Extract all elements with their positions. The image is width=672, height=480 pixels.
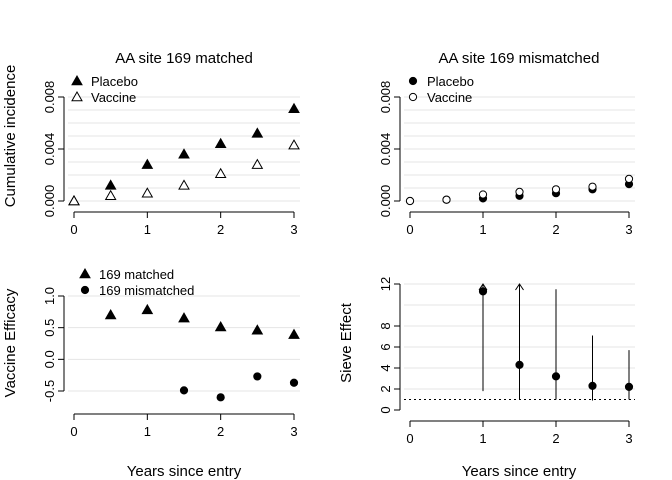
data-point xyxy=(478,287,488,296)
data-point xyxy=(442,195,451,204)
x-tick-label: 1 xyxy=(479,222,486,237)
legend-label: Placebo xyxy=(91,74,138,89)
y-tick-label: -0.5 xyxy=(42,380,57,402)
y-tick-label: 0.5 xyxy=(42,319,57,337)
data-point xyxy=(141,158,154,169)
data-point xyxy=(588,182,597,191)
y-tick-label: 1.0 xyxy=(42,287,57,305)
y-tick-label: 0.008 xyxy=(42,81,57,114)
data-point xyxy=(288,102,300,113)
data-point xyxy=(288,139,300,150)
data-point xyxy=(104,189,117,201)
y-tick-label: 0.000 xyxy=(42,185,57,218)
legend-marker xyxy=(71,90,83,102)
x-tick-label: 2 xyxy=(217,424,224,439)
x-tick-label: 0 xyxy=(406,431,413,446)
data-point xyxy=(288,328,300,339)
data-point xyxy=(551,185,561,194)
x-tick-label: 0 xyxy=(70,424,77,439)
x-tick-label: 3 xyxy=(290,424,297,439)
y-axis-title-bottom-left: Vaccine Efficacy xyxy=(2,288,19,397)
data-point xyxy=(515,187,524,196)
x-tick-label: 1 xyxy=(144,424,151,439)
data-point xyxy=(141,187,154,198)
data-point xyxy=(624,382,634,391)
y-axis-title-bottom-right: Sieve Effect xyxy=(338,302,355,383)
data-point xyxy=(178,179,190,190)
x-tick-label: 1 xyxy=(144,222,151,237)
y-tick-label: 0.004 xyxy=(42,133,57,166)
ci-arrow xyxy=(478,283,488,291)
y-tick-label: 0.004 xyxy=(378,133,393,166)
data-point xyxy=(405,196,415,206)
y-tick-label: 12 xyxy=(378,277,393,291)
data-point xyxy=(178,312,190,323)
x-axis-title-bottom-left: Years since entry xyxy=(127,463,242,480)
x-tick-label: 2 xyxy=(552,222,559,237)
y-tick-label: 0 xyxy=(378,406,393,413)
legend-label: 169 matched xyxy=(99,267,174,282)
data-point xyxy=(214,167,227,178)
data-point xyxy=(478,190,488,199)
data-point xyxy=(214,321,227,332)
data-point xyxy=(179,386,189,395)
x-tick-label: 0 xyxy=(70,222,77,237)
data-point xyxy=(104,179,117,190)
data-point xyxy=(68,194,80,206)
legend-label: Vaccine xyxy=(427,90,472,105)
x-tick-label: 2 xyxy=(217,222,224,237)
x-axis-title-bottom-right: Years since entry xyxy=(462,463,577,480)
legend-label: 169 mismatched xyxy=(99,283,194,298)
data-point xyxy=(214,137,227,149)
data-point xyxy=(588,381,597,390)
y-tick-label: 4 xyxy=(378,364,393,371)
y-tick-label: 6 xyxy=(378,343,393,350)
ci-arrow xyxy=(515,283,524,291)
data-point xyxy=(251,324,264,335)
data-point xyxy=(551,372,561,381)
panel-title-top-left: AA site 169 matched xyxy=(115,50,253,67)
y-tick-label: 8 xyxy=(378,322,393,329)
legend-marker xyxy=(408,92,418,102)
panel-title-top-right: AA site 169 mismatched xyxy=(439,50,600,67)
data-point xyxy=(216,393,225,402)
y-tick-label: 0.008 xyxy=(378,81,393,114)
legend-label: Placebo xyxy=(427,74,474,89)
data-point xyxy=(515,360,524,369)
y-axis-title-top-left: Cumulative incidence xyxy=(2,65,19,208)
legend-marker xyxy=(408,76,418,86)
y-tick-label: 0.0 xyxy=(42,350,57,368)
data-point xyxy=(251,127,264,138)
data-point xyxy=(178,148,190,159)
legend-marker xyxy=(79,267,91,279)
x-tick-label: 3 xyxy=(290,222,297,237)
x-tick-label: 0 xyxy=(406,222,413,237)
legend-marker xyxy=(80,285,90,295)
data-point xyxy=(104,308,117,320)
data-point xyxy=(289,378,299,387)
x-tick-label: 1 xyxy=(479,431,486,446)
data-point xyxy=(141,303,154,315)
legend-label: Vaccine xyxy=(91,90,136,105)
x-tick-label: 2 xyxy=(552,431,559,446)
x-tick-label: 3 xyxy=(625,222,632,237)
y-tick-label: 2 xyxy=(378,385,393,392)
legend-marker xyxy=(71,74,83,86)
x-tick-label: 3 xyxy=(625,431,632,446)
data-point xyxy=(624,174,634,183)
data-point xyxy=(251,158,264,169)
data-point xyxy=(253,372,262,381)
y-tick-label: 0.000 xyxy=(378,185,393,218)
